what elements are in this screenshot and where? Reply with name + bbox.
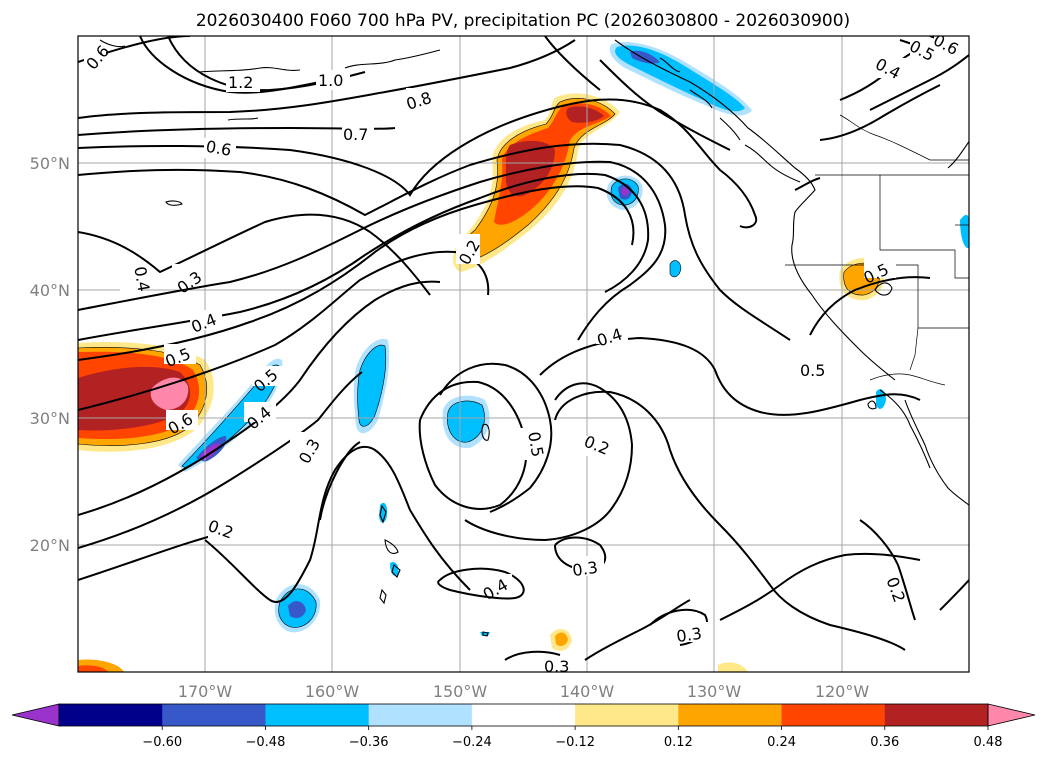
colorbar-extend-low [11, 703, 60, 727]
map-frame [77, 35, 970, 673]
x-tick-label: 130°W [687, 682, 742, 701]
colorbar-box [265, 704, 370, 726]
political-borders [785, 114, 969, 386]
colorbar-box [678, 704, 783, 726]
colorbar-box [781, 704, 886, 726]
colorbar-tick-label: −0.36 [349, 735, 389, 750]
x-tick-label: 150°W [433, 682, 488, 701]
y-tick-label: 40°N [30, 281, 70, 300]
colorbar-tick-label: 0.24 [767, 735, 796, 750]
colorbar-tick-label: 0.48 [974, 735, 1003, 750]
colorbar-box [471, 704, 576, 726]
x-tick-label: 160°W [305, 682, 360, 701]
colorbar-box [59, 704, 163, 726]
x-tick-label: 120°W [815, 682, 870, 701]
colorbar-box [162, 704, 266, 726]
colorbar-box [884, 704, 989, 726]
contour-label: 0.7 [343, 125, 368, 144]
colorbar-tick-label: 0.12 [664, 735, 693, 750]
chart-title: 2026030400 F060 700 hPa PV, precipitatio… [196, 11, 850, 31]
contour-label: 0.5 [800, 361, 825, 380]
british-columbia-coast-negative [609, 42, 969, 249]
x-tick-label: 140°W [560, 682, 615, 701]
colorbar-box [575, 704, 679, 726]
colorbar-tick-label: −0.48 [246, 735, 286, 750]
contour-label: 0.3 [544, 657, 569, 676]
colorbar-box [368, 704, 473, 726]
contour-label: 0.3 [675, 624, 703, 646]
colorbar-tick-label: −0.60 [142, 735, 182, 750]
x-tick-label: 170°W [178, 682, 233, 701]
colorbar-tick-label: −0.12 [555, 735, 595, 750]
x-axis-ticks: 170°W 160°W 150°W 140°W 130°W 120°W [178, 682, 870, 701]
contour-label: 0.4 [130, 265, 153, 293]
y-tick-label: 20°N [30, 536, 70, 555]
colorbar-extend-high [987, 703, 1036, 727]
y-axis-ticks: 50°N 40°N 30°N 20°N [30, 154, 70, 555]
contour-label: 1.0 [318, 71, 343, 90]
coastlines [99, 39, 969, 637]
colorbar: −0.60 −0.48 −0.36 −0.24 −0.12 0.12 0.24 0.36 0.4… [11, 703, 1036, 750]
precipitation-pc-shading [78, 42, 969, 672]
pv-contour-labels: 0.6 1.2 1.0 0.8 0.7 0.6 0.4 0.3 0.4 0.5 … [82, 36, 966, 676]
colorbar-tick-label: −0.24 [452, 735, 492, 750]
colorbar-tick-label: 0.36 [870, 735, 899, 750]
y-tick-label: 50°N [30, 154, 70, 173]
subtropical-negative-band [178, 175, 886, 636]
map-area: 0.6 1.2 1.0 0.8 0.7 0.6 0.4 0.3 0.4 0.5 … [78, 36, 969, 676]
colorbar-frame [58, 703, 989, 727]
contour-label: 0.3 [571, 558, 599, 580]
contour-label: 0.6 [204, 137, 232, 160]
gridlines [78, 36, 969, 672]
contour-label: 1.2 [228, 73, 253, 92]
pv-contours [78, 36, 969, 661]
y-tick-label: 30°N [30, 409, 70, 428]
contour-label: 0.5 [524, 430, 547, 458]
